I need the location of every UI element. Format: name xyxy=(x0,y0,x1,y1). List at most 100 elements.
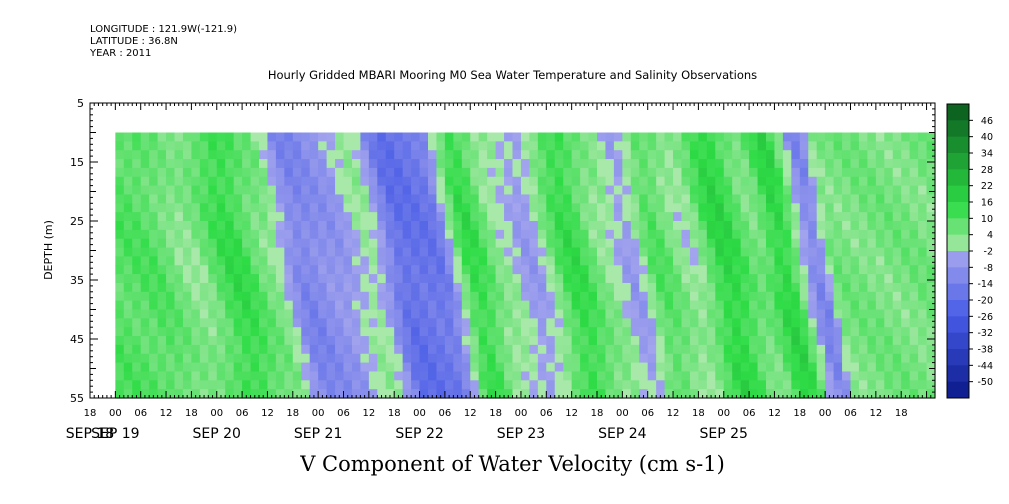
heatmap-cell xyxy=(275,309,285,319)
heatmap-cell xyxy=(233,300,243,311)
heatmap-cell xyxy=(757,291,767,302)
heatmap-cell xyxy=(512,159,522,169)
heatmap-cell xyxy=(613,203,623,213)
heatmap-cell xyxy=(275,353,285,364)
heatmap-cell xyxy=(647,167,657,178)
heatmap-cell xyxy=(174,336,184,346)
heatmap-cell xyxy=(309,362,319,373)
heatmap-cell xyxy=(419,221,429,231)
heatmap-cell xyxy=(301,371,311,381)
heatmap-cell xyxy=(461,132,471,142)
heatmap-cell xyxy=(529,327,539,337)
heatmap-cell xyxy=(326,300,336,311)
heatmap-cell xyxy=(825,256,835,266)
heatmap-cell xyxy=(284,238,294,249)
heatmap-cell xyxy=(242,185,252,196)
heatmap-cell xyxy=(816,300,826,311)
heatmap-cell xyxy=(749,300,759,311)
heatmap-cell xyxy=(166,353,176,364)
heatmap-cell xyxy=(115,371,125,381)
heatmap-cell xyxy=(335,150,345,160)
heatmap-cell xyxy=(157,221,167,231)
heatmap-cell xyxy=(766,300,776,311)
heatmap-cell xyxy=(867,229,877,240)
heatmap-cell xyxy=(892,353,902,364)
heatmap-cell xyxy=(740,265,750,275)
heatmap-cell xyxy=(825,141,835,151)
heatmap-cell xyxy=(411,318,421,328)
heatmap-cell xyxy=(343,371,353,381)
heatmap-cell xyxy=(605,238,615,249)
heatmap-cell xyxy=(411,238,421,249)
heatmap-cell xyxy=(275,274,285,284)
heatmap-cell xyxy=(233,265,243,275)
heatmap-cell xyxy=(216,353,226,364)
heatmap-cell xyxy=(428,256,438,266)
heatmap-cell xyxy=(622,185,632,196)
heatmap-cell xyxy=(597,141,607,151)
heatmap-cell xyxy=(132,132,142,142)
heatmap-cell xyxy=(740,291,750,302)
heatmap-cell xyxy=(884,318,894,328)
heatmap-cell xyxy=(250,185,260,196)
heatmap-cell xyxy=(664,167,674,178)
heatmap-cell xyxy=(182,247,192,257)
heatmap-cell xyxy=(275,159,285,169)
heatmap-cell xyxy=(301,327,311,337)
heatmap-cell xyxy=(926,318,936,328)
heatmap-cell xyxy=(343,212,353,222)
heatmap-cell xyxy=(858,256,868,266)
x-day-label: SEP 24 xyxy=(598,426,647,442)
heatmap-cell xyxy=(757,265,767,275)
heatmap-cell xyxy=(858,371,868,381)
heatmap-cell xyxy=(444,265,454,275)
heatmap-cell xyxy=(673,194,683,204)
heatmap-cell xyxy=(520,389,530,399)
heatmap-cell xyxy=(216,141,226,151)
heatmap-cell xyxy=(723,176,733,187)
heatmap-cell xyxy=(749,344,759,355)
heatmap-cell xyxy=(301,185,311,196)
heatmap-cell xyxy=(360,176,370,187)
heatmap-cell xyxy=(740,221,750,231)
heatmap-cell xyxy=(208,132,218,142)
heatmap-cell xyxy=(580,221,590,231)
heatmap-cell xyxy=(174,159,184,169)
heatmap-cell xyxy=(892,371,902,381)
heatmap-cell xyxy=(428,167,438,178)
heatmap-cell xyxy=(504,132,514,142)
heatmap-cell xyxy=(723,247,733,257)
heatmap-cell xyxy=(909,256,919,266)
heatmap-cell xyxy=(563,229,573,240)
heatmap-cell xyxy=(444,229,454,240)
heatmap-cell xyxy=(791,309,801,319)
heatmap-cell xyxy=(622,212,632,222)
heatmap-cell xyxy=(504,291,514,302)
x-hour-label: 00 xyxy=(717,408,730,419)
heatmap-cell xyxy=(875,256,885,266)
heatmap-cell xyxy=(191,327,201,337)
heatmap-cell xyxy=(419,327,429,337)
heatmap-cell xyxy=(901,141,911,151)
heatmap-cell xyxy=(487,380,497,390)
heatmap-cell xyxy=(259,150,269,160)
heatmap-cell xyxy=(275,336,285,346)
heatmap-cell xyxy=(216,256,226,266)
heatmap-cell xyxy=(216,185,226,196)
heatmap-cell xyxy=(664,371,674,381)
heatmap-cell xyxy=(639,247,649,257)
heatmap-cell xyxy=(613,176,623,187)
heatmap-cell xyxy=(520,229,530,240)
heatmap-cell xyxy=(495,282,505,293)
heatmap-cell xyxy=(360,336,370,346)
heatmap-cell xyxy=(267,327,277,337)
heatmap-cell xyxy=(309,291,319,302)
heatmap-cell xyxy=(850,265,860,275)
heatmap-cell xyxy=(664,309,674,319)
heatmap-cell xyxy=(622,291,632,302)
heatmap-cell xyxy=(250,389,260,399)
heatmap-cell xyxy=(157,167,167,178)
heatmap-cell xyxy=(157,344,167,355)
heatmap-cell xyxy=(580,300,590,311)
heatmap-cell xyxy=(554,380,564,390)
